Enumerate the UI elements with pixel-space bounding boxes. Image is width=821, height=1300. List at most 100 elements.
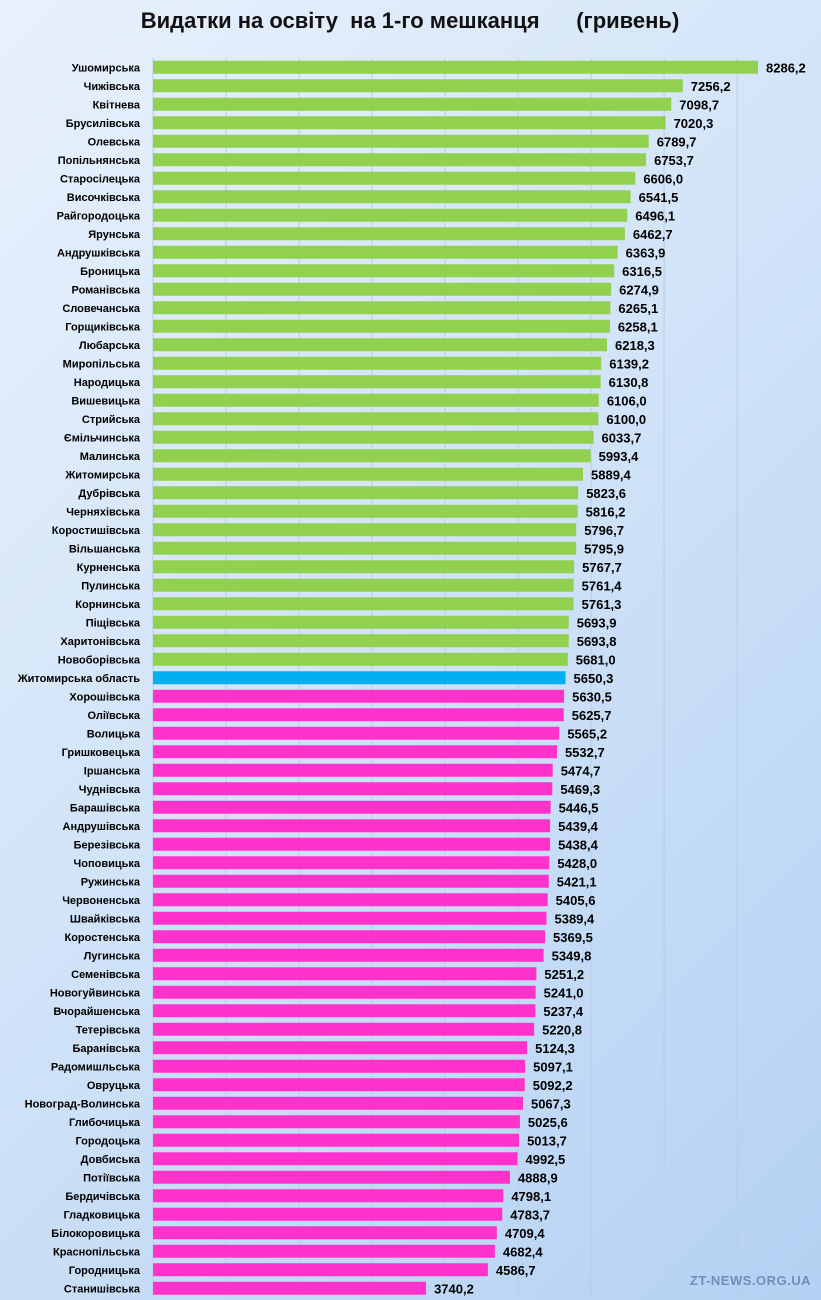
value-label: 7098,7 [679, 97, 719, 112]
category-label: Швайківська [70, 913, 141, 925]
bar [153, 227, 625, 241]
category-label: Ярунська [88, 229, 141, 241]
value-label: 5823,6 [586, 486, 626, 501]
bar [153, 726, 560, 740]
value-label: 6462,7 [633, 227, 673, 242]
value-label: 5389,4 [554, 911, 595, 926]
category-label: Романівська [72, 284, 141, 296]
category-label: Краснопільська [53, 1246, 141, 1258]
category-label: Андрушівська [63, 821, 141, 833]
category-label: Станишівська [64, 1283, 141, 1295]
bar [153, 134, 649, 148]
category-label: Потіївська [83, 1172, 141, 1184]
category-label: Пулинська [81, 580, 141, 592]
category-label: Ружинська [81, 876, 141, 888]
bar [153, 412, 599, 426]
category-label: Новогуйвинська [50, 987, 141, 999]
category-label: Волицька [87, 728, 141, 740]
bar [153, 430, 594, 444]
value-label: 5013,7 [527, 1133, 567, 1148]
value-label: 5681,0 [576, 652, 616, 667]
value-label: 4709,4 [505, 1226, 546, 1241]
category-label: Баранівська [72, 1043, 140, 1055]
value-label: 6496,1 [635, 208, 675, 223]
value-label: 5405,6 [556, 893, 596, 908]
category-label: Городницька [69, 1265, 141, 1277]
bar [153, 338, 608, 352]
category-label: Броницька [80, 266, 141, 278]
bar [153, 1170, 510, 1184]
bar [153, 893, 548, 907]
bar [153, 819, 551, 833]
value-label: 6130,8 [609, 375, 649, 390]
value-label: 5251,2 [544, 967, 584, 982]
value-label: 5796,7 [584, 523, 624, 538]
bar [153, 97, 672, 111]
bar [153, 541, 577, 555]
category-label: Корнинська [75, 599, 141, 611]
value-label: 5625,7 [572, 708, 612, 723]
value-label: 5097,1 [533, 1059, 573, 1074]
bar [153, 985, 536, 999]
category-label: Райгородоцька [57, 210, 141, 222]
category-label: Оліївська [87, 710, 140, 722]
value-label: 5237,4 [543, 1004, 584, 1019]
value-label: 5889,4 [591, 467, 632, 482]
value-label: 5439,4 [558, 819, 599, 834]
bar [153, 1041, 528, 1055]
bar [153, 153, 647, 167]
bar [153, 1189, 504, 1203]
category-label: Бердичівська [65, 1191, 141, 1203]
bar [153, 1059, 526, 1073]
bar [153, 1226, 497, 1240]
bar [153, 1152, 518, 1166]
category-label: Дубрівська [78, 488, 141, 500]
bar [153, 967, 537, 981]
bar [153, 467, 584, 481]
value-label: 5067,3 [531, 1096, 571, 1111]
bar [153, 689, 565, 703]
bar [153, 634, 569, 648]
value-label: 4798,1 [511, 1189, 551, 1204]
category-label: Черняхівська [66, 506, 141, 518]
bar [153, 800, 551, 814]
value-label: 6753,7 [654, 153, 694, 168]
value-label: 5816,2 [586, 504, 626, 519]
value-label: 5532,7 [565, 745, 605, 760]
category-label: Червоненська [62, 895, 141, 907]
chart-title: Видатки на освіту на 1-го мешканця (грив… [140, 8, 680, 33]
value-label: 5421,1 [557, 874, 597, 889]
value-label: 5220,8 [542, 1022, 582, 1037]
category-label: Білокоровицька [51, 1228, 141, 1240]
bar [153, 375, 601, 389]
value-label: 7256,2 [691, 79, 731, 94]
value-label: 8286,2 [766, 60, 806, 75]
category-label: Чижівська [84, 81, 141, 93]
category-label: Ємільчинська [64, 432, 141, 444]
bar [153, 190, 631, 204]
category-label: Глибочицька [69, 1117, 141, 1129]
value-label: 4586,7 [496, 1263, 536, 1278]
value-label: 6218,3 [615, 338, 655, 353]
bar [153, 708, 564, 722]
category-label: Іршанська [84, 765, 141, 777]
category-label: Височківська [67, 192, 141, 204]
bar [153, 264, 615, 278]
bar [153, 911, 547, 925]
category-label: Семенівська [71, 969, 141, 981]
bar [153, 393, 599, 407]
bar [153, 319, 610, 333]
value-label: 6100,0 [606, 412, 646, 427]
bar [153, 615, 569, 629]
bar [153, 763, 553, 777]
bar [153, 116, 666, 130]
bar [153, 60, 758, 74]
bar [153, 1207, 503, 1221]
bar [153, 1281, 427, 1295]
category-label: Квітнева [93, 99, 141, 111]
category-label: Березівська [74, 839, 141, 851]
bar [153, 856, 550, 870]
value-label: 4783,7 [510, 1207, 550, 1222]
bar [153, 930, 546, 944]
value-label: 6265,1 [618, 301, 658, 316]
